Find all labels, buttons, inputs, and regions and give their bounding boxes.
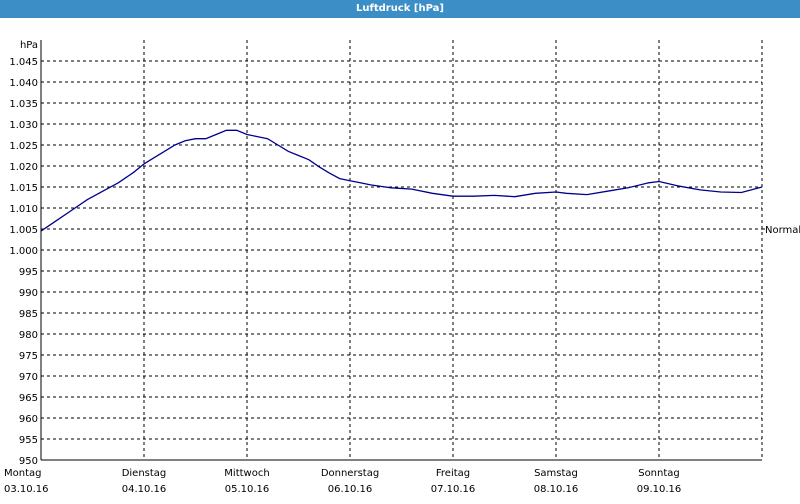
x-tick-date-label: 07.10.16 xyxy=(431,484,476,495)
x-tick-date-label: 04.10.16 xyxy=(122,484,167,495)
x-tick-date-label: 06.10.16 xyxy=(328,484,373,495)
y-tick-label: 1.010 xyxy=(9,204,38,215)
y-tick-label: 1.035 xyxy=(9,99,38,110)
y-tick-label: 985 xyxy=(19,309,38,320)
y-tick-label: 970 xyxy=(19,372,38,383)
x-tick-day-label: Mittwoch xyxy=(224,468,269,479)
y-tick-label: 1.000 xyxy=(9,246,38,257)
y-tick-label: 1.015 xyxy=(9,183,38,194)
chart-title: Luftdruck [hPa] xyxy=(0,0,800,18)
y-tick-label: 975 xyxy=(19,351,38,362)
chart-area: 950 955 960 965 970 975 980 985 990 995 1.000 1.005… xyxy=(0,18,800,500)
y-tick-label: 995 xyxy=(19,267,38,278)
x-tick-day-label: Montag xyxy=(4,468,41,479)
pressure-series-line xyxy=(40,129,763,232)
y-tick-label: 950 xyxy=(19,456,38,467)
y-tick-label: 1.005 xyxy=(9,225,38,236)
x-tick-date-label: 03.10.16 xyxy=(4,484,49,495)
y-tick-label: 1.020 xyxy=(9,162,38,173)
x-tick-day-label: Freitag xyxy=(436,468,470,479)
y-tick-label: 1.040 xyxy=(9,78,38,89)
x-tick-date-label: 08.10.16 xyxy=(534,484,579,495)
x-tick-day-label: Dienstag xyxy=(122,468,167,479)
y-tick-label: 1.045 xyxy=(9,57,38,68)
y-tick-label: 965 xyxy=(19,393,38,404)
y-tick-label: 1.030 xyxy=(9,120,38,131)
x-tick-day-label: Samstag xyxy=(534,468,578,479)
y-tick-label: 990 xyxy=(19,288,38,299)
y-tick-label: 1.025 xyxy=(9,141,38,152)
x-tick-date-label: 05.10.16 xyxy=(225,484,270,495)
y-tick-label: 980 xyxy=(19,330,38,341)
x-tick-date-label: 09.10.16 xyxy=(637,484,682,495)
y-axis-label: hPa xyxy=(20,40,38,51)
normal-label: Normal xyxy=(765,225,800,236)
pressure-chart: 950 955 960 965 970 975 980 985 990 995 1.000 1.005… xyxy=(4,40,800,495)
y-tick-label: 960 xyxy=(19,414,38,425)
x-tick-day-label: Donnerstag xyxy=(321,468,379,479)
y-tick-label: 955 xyxy=(19,435,38,446)
x-tick-day-label: Sonntag xyxy=(638,468,680,479)
